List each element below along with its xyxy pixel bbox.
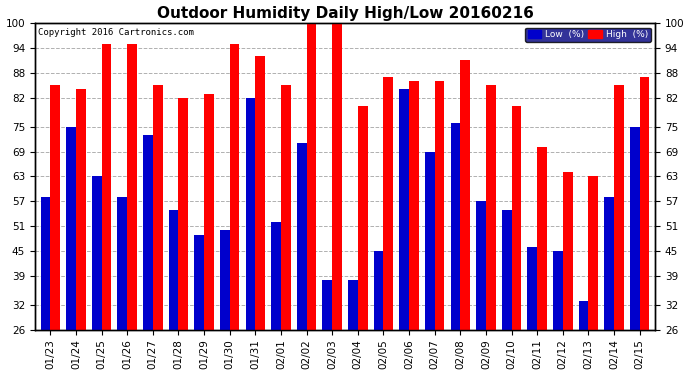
Bar — [553, 251, 563, 330]
Bar — [579, 301, 589, 330]
Bar — [66, 127, 76, 330]
Bar — [41, 197, 50, 330]
Bar — [152, 85, 163, 330]
Bar — [614, 85, 624, 330]
Bar — [538, 147, 547, 330]
Bar — [195, 234, 204, 330]
Bar — [322, 280, 332, 330]
Bar — [374, 251, 384, 330]
Bar — [358, 106, 368, 330]
Bar — [527, 247, 538, 330]
Bar — [92, 177, 101, 330]
Bar — [332, 23, 342, 330]
Bar — [348, 280, 358, 330]
Title: Outdoor Humidity Daily High/Low 20160216: Outdoor Humidity Daily High/Low 20160216 — [157, 6, 533, 21]
Bar — [384, 77, 393, 330]
Bar — [630, 127, 640, 330]
Bar — [179, 98, 188, 330]
Bar — [76, 89, 86, 330]
Legend: Low  (%), High  (%): Low (%), High (%) — [525, 28, 651, 42]
Bar — [476, 201, 486, 330]
Bar — [101, 44, 111, 330]
Bar — [297, 143, 306, 330]
Bar — [640, 77, 649, 330]
Bar — [589, 177, 598, 330]
Bar — [486, 85, 495, 330]
Bar — [220, 230, 230, 330]
Bar — [117, 197, 127, 330]
Bar — [400, 89, 409, 330]
Bar — [230, 44, 239, 330]
Bar — [511, 106, 522, 330]
Bar — [435, 81, 444, 330]
Bar — [246, 98, 255, 330]
Bar — [127, 44, 137, 330]
Bar — [563, 172, 573, 330]
Bar — [460, 60, 470, 330]
Bar — [409, 81, 419, 330]
Bar — [168, 210, 179, 330]
Bar — [143, 135, 152, 330]
Bar — [271, 222, 281, 330]
Bar — [255, 56, 265, 330]
Bar — [281, 85, 290, 330]
Bar — [306, 23, 316, 330]
Bar — [604, 197, 614, 330]
Bar — [451, 123, 460, 330]
Bar — [425, 152, 435, 330]
Text: Copyright 2016 Cartronics.com: Copyright 2016 Cartronics.com — [38, 28, 194, 37]
Bar — [50, 85, 60, 330]
Bar — [204, 94, 214, 330]
Bar — [502, 210, 511, 330]
